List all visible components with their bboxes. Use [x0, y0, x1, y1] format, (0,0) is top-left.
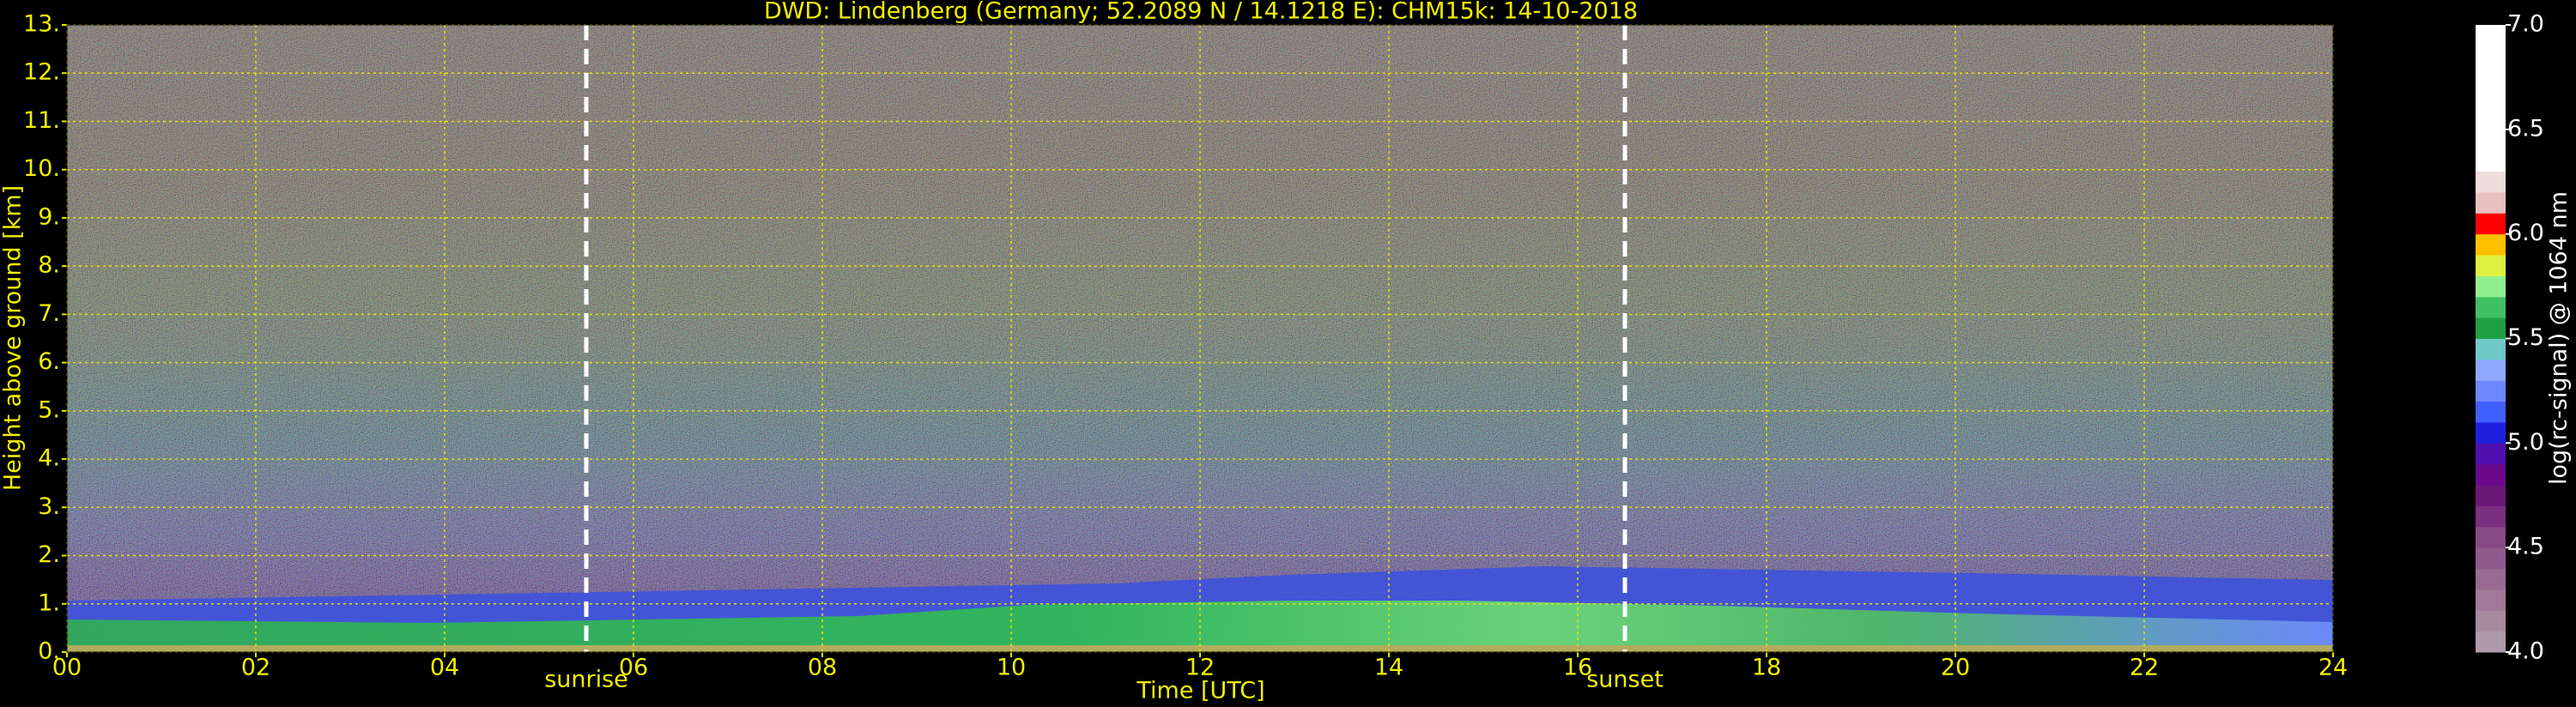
colorbar-segment: [2476, 401, 2506, 423]
y-tick-label: 12.: [23, 59, 60, 86]
y-tick-label: 2.: [38, 541, 60, 568]
y-tick-label: 6.: [38, 348, 60, 375]
colorbar-segment: [2476, 359, 2506, 381]
colorbar-segment: [2476, 275, 2506, 298]
x-tick-label: 10: [997, 655, 1026, 681]
colorbar-segment: [2476, 589, 2506, 611]
y-tick-label: 4.: [38, 445, 60, 472]
colorbar-segment: [2476, 108, 2506, 130]
colorbar-tick-label: 5.5: [2507, 324, 2544, 351]
colorbar-tick-label: 4.5: [2507, 534, 2544, 560]
colorbar-segment: [2476, 213, 2506, 235]
y-tick-label: 0.: [38, 638, 60, 665]
colorbar-segment: [2476, 255, 2506, 276]
colorbar-tick-label: 6.5: [2507, 115, 2544, 142]
colorbar-tick-label: 5.0: [2507, 429, 2544, 456]
colorbar-segment: [2476, 568, 2506, 590]
colorbar-segment: [2476, 547, 2506, 570]
colorbar-segment: [2476, 463, 2506, 486]
y-tick-label: 9.: [38, 203, 60, 230]
y-tick-label: 1.: [38, 589, 60, 616]
colorbar-label: log(rc-signal) @ 1064 nm: [2546, 191, 2573, 485]
y-tick-label: 10.: [23, 155, 60, 182]
y-tick-label: 13.: [23, 11, 60, 38]
colorbar-segment: [2476, 45, 2506, 68]
annotation-label: sunrise: [544, 667, 628, 693]
colorbar-segment: [2476, 150, 2506, 172]
plot-frame: [66, 24, 2334, 653]
colorbar-segment: [2476, 505, 2506, 528]
annotation-label: sunset: [1586, 667, 1664, 693]
colorbar-segment: [2476, 526, 2506, 548]
surface-layer: [67, 645, 2333, 652]
colorbar-segment: [2476, 338, 2506, 360]
x-tick-label: 18: [1752, 655, 1781, 681]
colorbar-segment: [2476, 610, 2506, 632]
y-axis-label: Height above ground [km]: [0, 185, 27, 491]
colorbar-segment: [2476, 380, 2506, 402]
colorbar-tick-label: 4.0: [2507, 638, 2544, 665]
colorbar-segment: [2476, 317, 2506, 339]
colorbar-segment: [2476, 296, 2506, 318]
colorbar-segment: [2476, 421, 2506, 444]
x-tick-label: 08: [808, 655, 837, 681]
y-tick-label: 3.: [38, 493, 60, 520]
colorbar-segment: [2476, 66, 2506, 88]
x-tick-label: 12: [1185, 655, 1215, 681]
chart-title: DWD: Lindenberg (Germany; 52.2089 N / 14…: [764, 0, 1638, 25]
x-tick-label: 00: [52, 655, 82, 681]
colorbar-segment: [2476, 129, 2506, 151]
y-tick-label: 5.: [38, 396, 60, 423]
x-tick-label: 04: [430, 655, 459, 681]
x-axis-label: Time [UTC]: [1136, 678, 1264, 704]
x-tick-label: 14: [1374, 655, 1403, 681]
y-tick-label: 7.: [38, 300, 60, 327]
x-tick-label: 02: [241, 655, 270, 681]
x-tick-label: 16: [1563, 655, 1592, 681]
colorbar-segment: [2476, 88, 2506, 109]
colorbar-segment: [2476, 631, 2506, 653]
colorbar-segment: [2476, 485, 2506, 506]
colorbar-segment: [2476, 191, 2506, 214]
colorbar-tick-label: 6.0: [2507, 220, 2544, 246]
y-tick-label: 8.: [38, 252, 60, 279]
x-tick-label: 20: [1941, 655, 1970, 681]
colorbar-segment: [2476, 25, 2506, 46]
colorbar-tick-label: 7.0: [2507, 11, 2544, 38]
colorbar-segment: [2476, 171, 2506, 193]
x-tick-label: 22: [2130, 655, 2159, 681]
y-tick-label: 11.: [23, 107, 60, 134]
x-tick-label: 06: [619, 655, 648, 681]
x-tick-label: 24: [2318, 655, 2348, 681]
colorbar-segment: [2476, 233, 2506, 256]
colorbar-segment: [2476, 443, 2506, 465]
